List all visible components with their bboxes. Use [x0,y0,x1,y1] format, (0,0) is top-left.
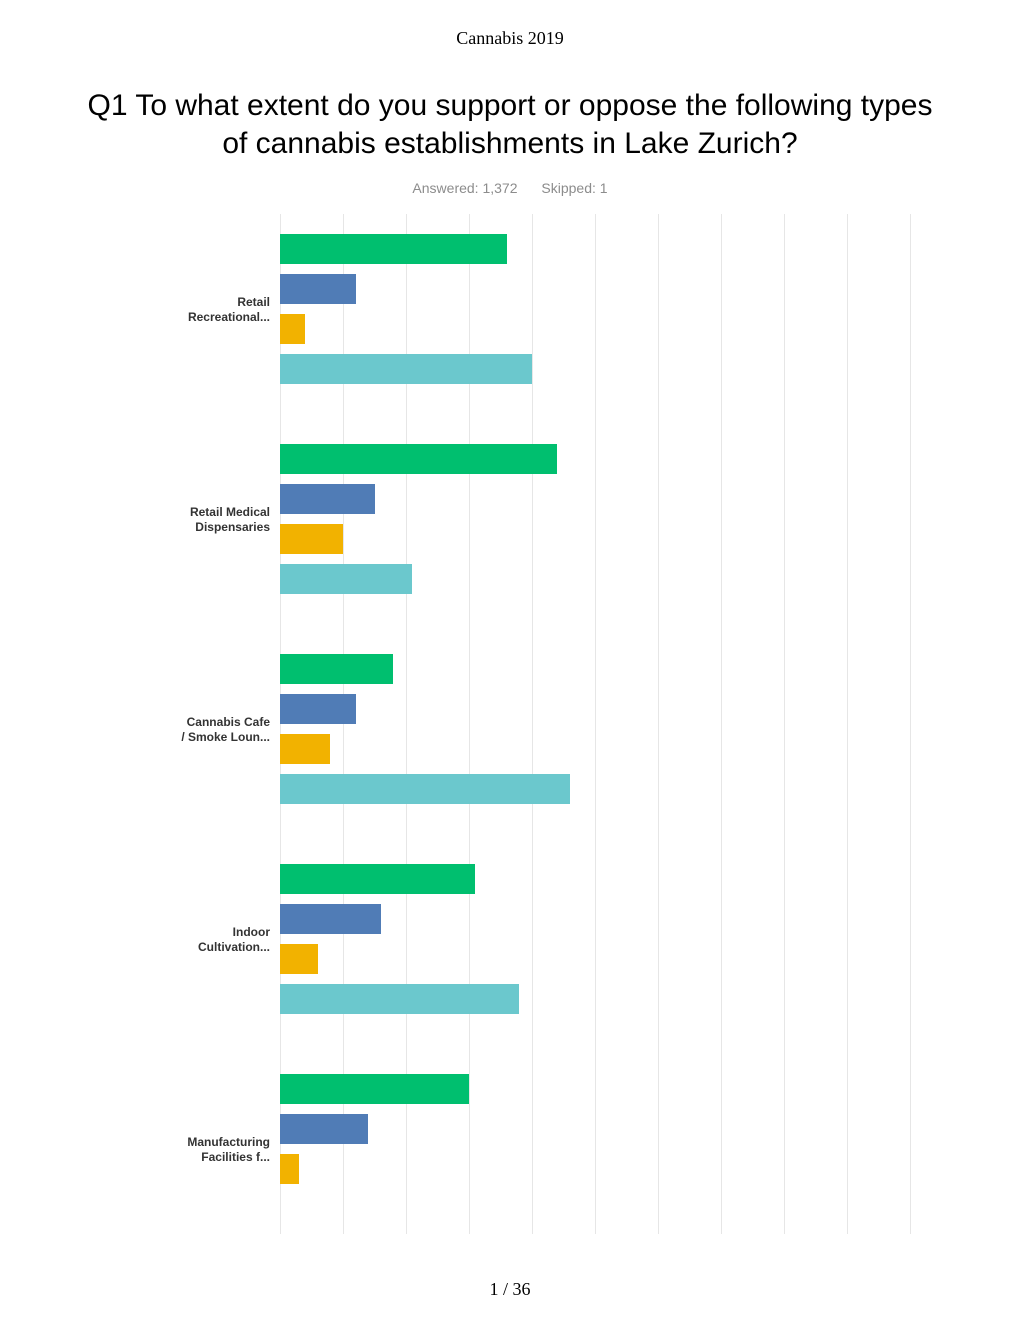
chart-bar [280,864,475,894]
survey-title: Cannabis 2019 [456,28,564,48]
bar-chart: RetailRecreational... Retail MedicalDispe… [110,214,910,1234]
chart-bar [280,734,330,764]
chart-bar [280,1074,469,1104]
response-meta: Answered: 1,372 Skipped: 1 [0,162,1020,196]
chart-bar [280,484,375,514]
category-label: ManufacturingFacilities f... [110,1135,270,1165]
chart-bar [280,314,305,344]
chart-bar [280,694,356,724]
chart-category: Retail MedicalDispensaries [110,424,910,624]
category-label-line: Manufacturing [110,1135,270,1150]
chart-category: RetailRecreational... [110,214,910,414]
category-label-line: / Smoke Loun... [110,730,270,745]
skipped-count: Skipped: 1 [541,180,607,196]
chart-bar [280,654,393,684]
chart-category: Cannabis Cafe/ Smoke Loun... [110,634,910,834]
category-label-line: Dispensaries [110,520,270,535]
chart-category: ManufacturingFacilities f... [110,1054,910,1254]
category-label: IndoorCultivation... [110,925,270,955]
chart-bar [280,1154,299,1184]
page-header: Cannabis 2019 [0,0,1020,49]
question-title: Q1 To what extent do you support or oppo… [0,49,1020,162]
chart-bar [280,774,570,804]
page-indicator: 1 / 36 [0,1279,1020,1300]
chart-bar [280,564,412,594]
category-label: RetailRecreational... [110,295,270,325]
chart-bar [280,274,356,304]
category-label-line: Retail [110,295,270,310]
category-label: Retail MedicalDispensaries [110,505,270,535]
chart-category: IndoorCultivation... [110,844,910,1044]
chart-bar [280,234,507,264]
category-label-line: Facilities f... [110,1150,270,1165]
category-label-line: Retail Medical [110,505,270,520]
answered-count: Answered: 1,372 [412,180,517,196]
chart-bar [280,354,532,384]
chart-bar [280,984,519,1014]
category-label-line: Indoor [110,925,270,940]
chart-bar [280,944,318,974]
gridline [910,214,911,1234]
category-label: Cannabis Cafe/ Smoke Loun... [110,715,270,745]
chart-bar [280,1114,368,1144]
category-label-line: Cannabis Cafe [110,715,270,730]
category-label-line: Recreational... [110,310,270,325]
chart-bar [280,444,557,474]
chart-bar [280,524,343,554]
category-label-line: Cultivation... [110,940,270,955]
chart-bar [280,904,381,934]
